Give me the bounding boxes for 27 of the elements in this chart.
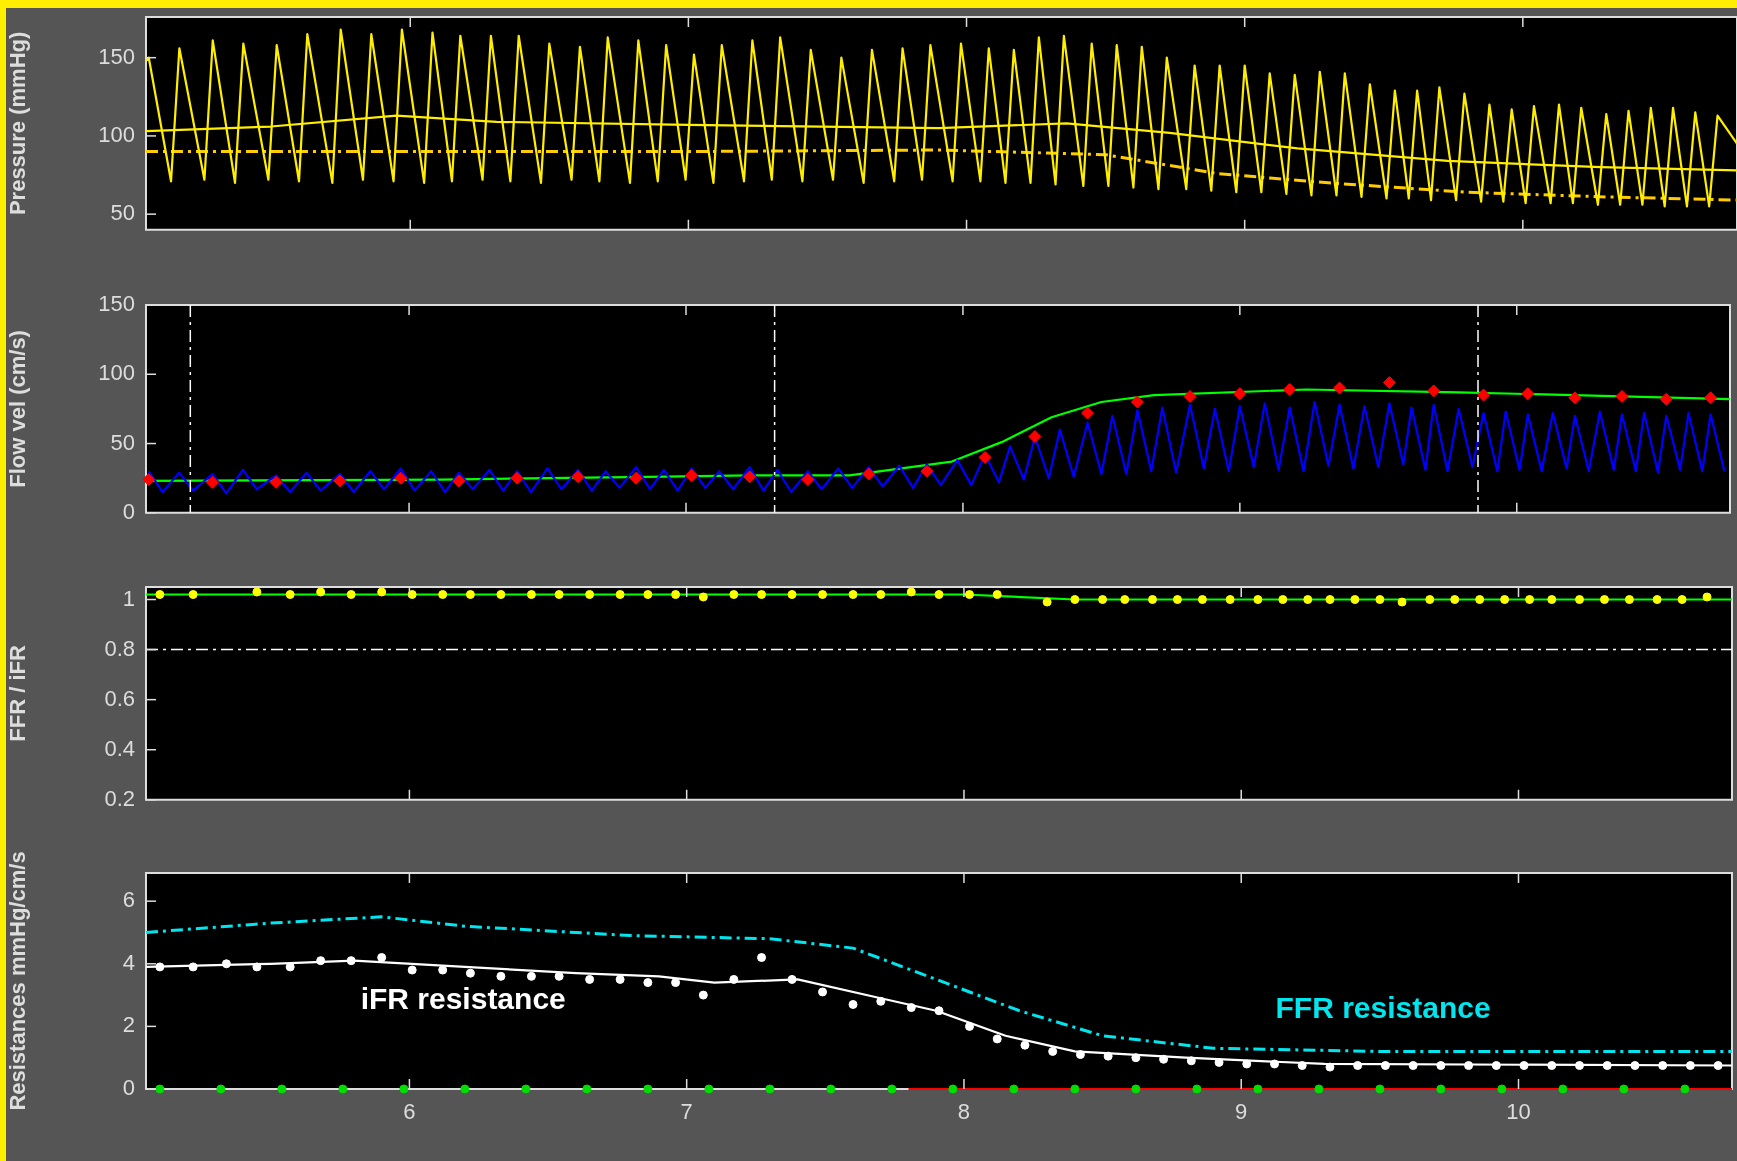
x-tick-label: 10 <box>1506 1099 1531 1125</box>
y-tick-label: 0.4 <box>104 735 135 761</box>
y-axis-title: Flow vel (cm/s) <box>5 330 31 488</box>
y-tick-label: 0.2 <box>104 785 135 811</box>
y-tick-label: 100 <box>98 360 135 386</box>
x-tick-label: 6 <box>403 1099 416 1125</box>
y-axis-title: Pressure (mmHg) <box>5 31 31 216</box>
y-tick-label: 6 <box>122 887 135 913</box>
y-tick-label: 2 <box>122 1012 135 1038</box>
y-tick-label: 150 <box>98 43 135 69</box>
y-tick-label: 4 <box>122 949 135 975</box>
x-tick-label: 9 <box>1235 1099 1248 1125</box>
series-label: iFR resistance <box>360 982 566 1016</box>
y-tick-label: 1 <box>122 585 135 611</box>
y-axis-title: FFR / iFR <box>5 645 31 742</box>
x-tick-label: 7 <box>680 1099 693 1125</box>
y-tick-label: 0 <box>122 1075 135 1101</box>
y-axis-title: Resistances mmHg/cm/s <box>5 851 31 1111</box>
y-tick-label: 100 <box>98 121 135 147</box>
series-label: FFR resistance <box>1275 990 1491 1024</box>
y-tick-label: 50 <box>110 429 135 455</box>
y-tick-label: 50 <box>110 200 135 226</box>
y-tick-label: 0.8 <box>104 635 135 661</box>
y-tick-label: 0.6 <box>104 685 135 711</box>
x-tick-label: 8 <box>957 1099 971 1125</box>
y-tick-label: 150 <box>98 291 135 317</box>
y-tick-label: 0 <box>122 498 135 524</box>
